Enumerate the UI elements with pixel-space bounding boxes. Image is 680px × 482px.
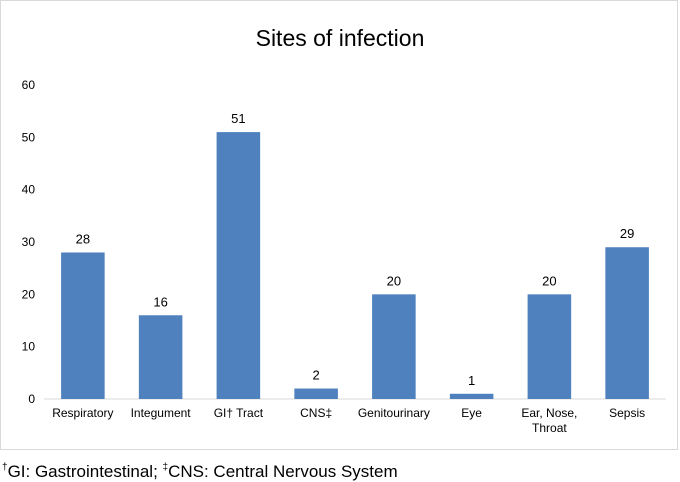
data-label: 2 — [313, 368, 320, 383]
bar — [138, 315, 183, 399]
footnote: †GI: Gastrointestinal; ‡CNS: Central Ner… — [2, 458, 398, 482]
y-tick-label: 30 — [22, 235, 36, 249]
data-label: 1 — [468, 373, 475, 388]
data-label: 20 — [387, 273, 401, 288]
bar — [527, 294, 572, 399]
chart-title: Sites of infection — [256, 25, 425, 51]
y-tick-label: 10 — [22, 340, 36, 354]
dagger-mark: † — [2, 462, 8, 473]
data-label: 51 — [231, 111, 245, 126]
x-tick-label: Sepsis — [609, 406, 645, 420]
data-labels: 28 16 51 2 20 1 20 29 — [76, 111, 635, 388]
x-tick-label: Respiratory — [52, 406, 113, 420]
double-dagger-mark: ‡ — [162, 462, 169, 473]
bar — [294, 388, 338, 399]
y-tick-label: 60 — [22, 78, 36, 92]
bar — [216, 132, 261, 399]
x-tick-label: Throat — [532, 421, 567, 435]
bar — [372, 294, 416, 399]
x-tick-label: CNS‡ — [300, 406, 332, 420]
data-label: 29 — [620, 226, 634, 241]
footnote-cns-text: CNS: Central Nervous System — [168, 462, 398, 481]
y-tick-label: 50 — [22, 130, 36, 144]
x-axis-labels: Respiratory Integument GI† Tract CNS‡ Genito… — [52, 406, 645, 435]
footnote-gi-text: GI: Gastrointestinal; — [7, 462, 163, 481]
x-tick-label: Eye — [461, 406, 482, 420]
data-label: 16 — [153, 294, 167, 309]
y-tick-label: 0 — [28, 392, 35, 406]
x-tick-label: Genitourinary — [358, 406, 430, 420]
y-axis-ticks: 0 10 20 30 40 50 60 — [22, 78, 36, 406]
bar — [605, 247, 649, 399]
x-tick-label: Ear, Nose, — [521, 406, 577, 420]
bar — [449, 393, 494, 399]
data-label: 20 — [542, 273, 556, 288]
y-tick-label: 40 — [22, 183, 36, 197]
bars — [61, 132, 649, 399]
x-tick-label: GI† Tract — [214, 406, 264, 420]
chart-frame: Sites of infection 0 10 20 30 40 50 60 28 16 51 2… — [0, 0, 678, 450]
y-tick-label: 20 — [22, 287, 36, 301]
x-tick-label: Integument — [131, 406, 192, 420]
bar — [61, 252, 105, 399]
data-label: 28 — [76, 231, 90, 246]
